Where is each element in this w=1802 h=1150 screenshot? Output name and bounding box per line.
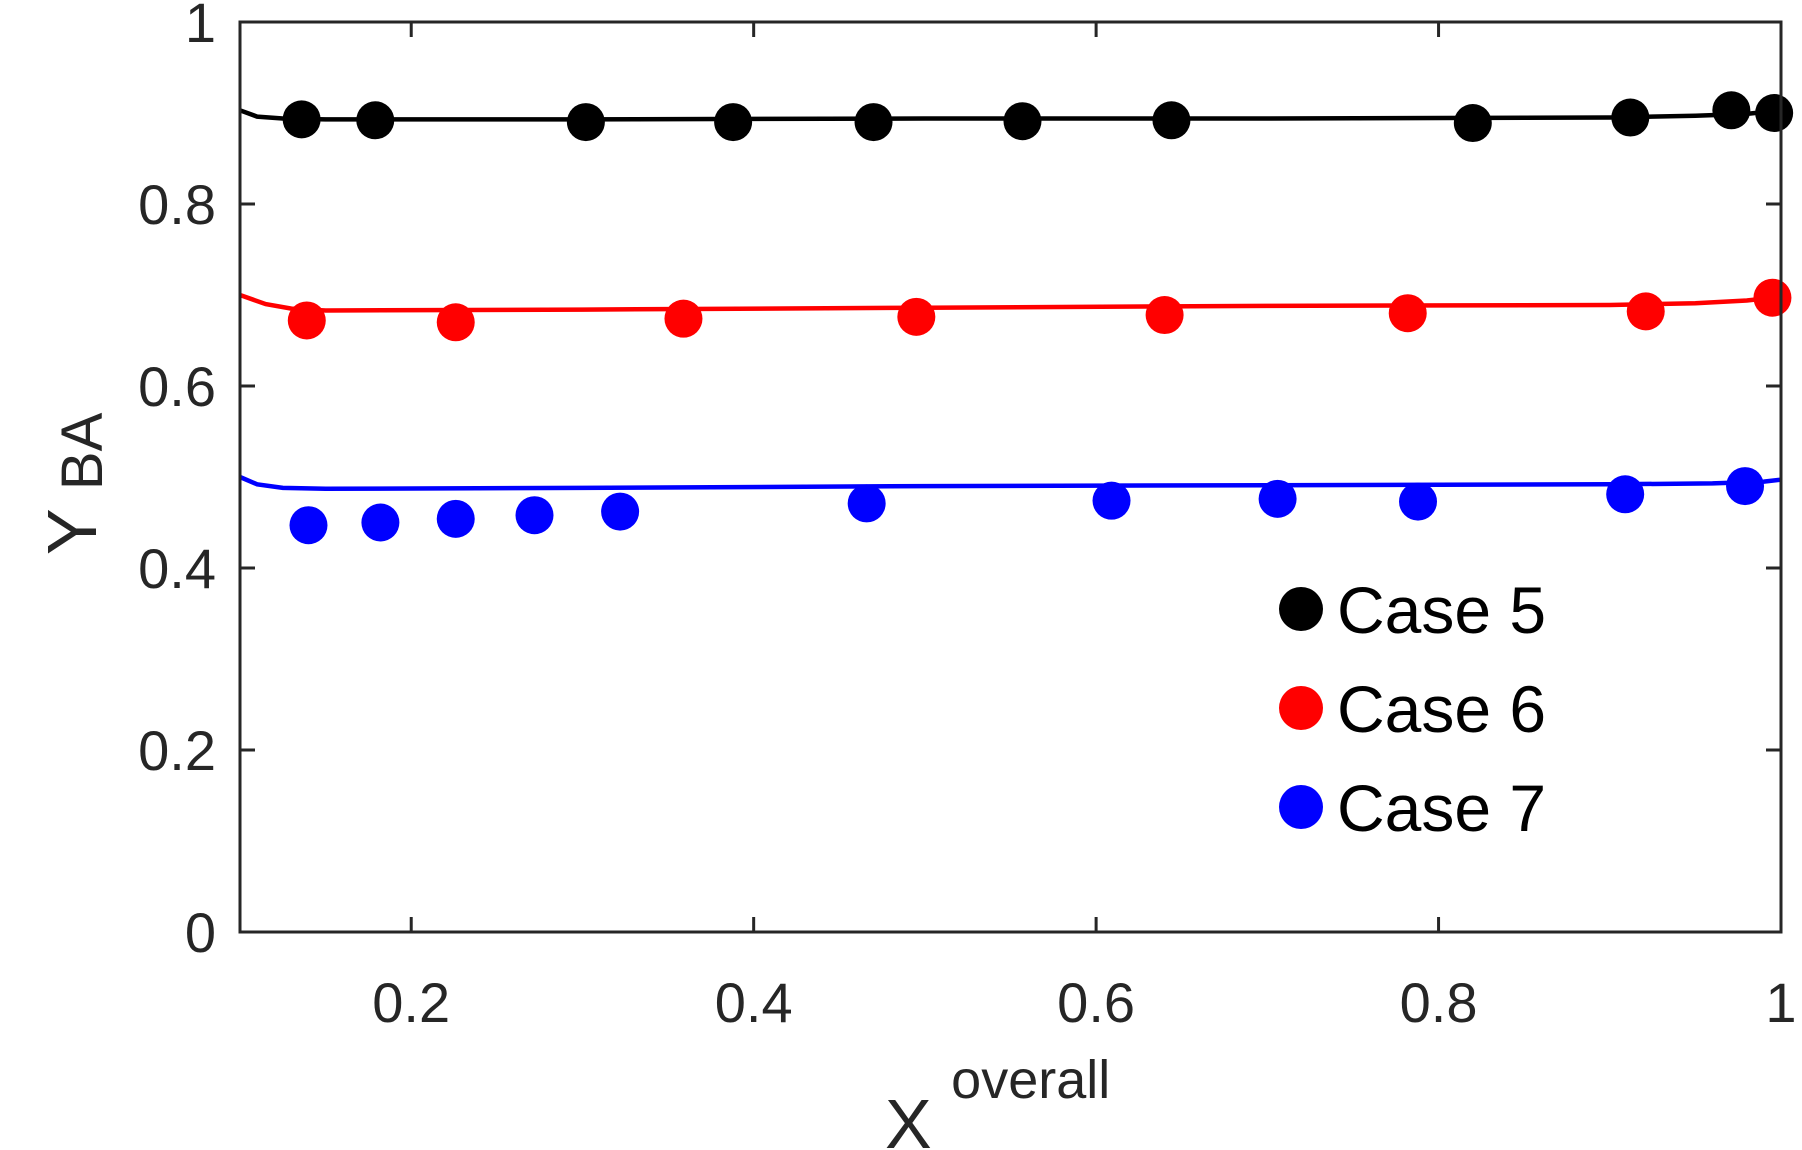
- x-axis-title-superscript: overall: [951, 1050, 1110, 1110]
- data-point-case-5: [1152, 101, 1191, 140]
- data-point-case-6: [1753, 278, 1792, 317]
- data-point-case-6: [1145, 296, 1184, 335]
- data-point-case-7: [1606, 475, 1645, 514]
- data-point-case-7: [436, 499, 475, 538]
- data-point-case-7: [1258, 479, 1297, 518]
- data-point-case-6: [897, 297, 936, 336]
- data-point-case-7: [361, 503, 400, 542]
- legend-marker-case-6: [1279, 686, 1323, 730]
- legend-marker-case-5: [1279, 587, 1323, 631]
- data-point-case-6: [436, 303, 475, 342]
- data-point-case-5: [1453, 104, 1492, 143]
- data-point-case-7: [1399, 482, 1438, 521]
- legend-label-case-5: Case 5: [1337, 573, 1546, 647]
- x-axis-title-base: X: [885, 1085, 932, 1150]
- y-axis-title: Y BA: [33, 412, 115, 555]
- x-tick-label: 0.4: [715, 971, 793, 1034]
- data-point-case-7: [1092, 481, 1131, 520]
- legend-label-case-7: Case 7: [1337, 771, 1546, 845]
- data-point-case-6: [287, 301, 326, 340]
- data-point-case-5: [566, 103, 605, 142]
- data-point-case-6: [664, 299, 703, 338]
- x-axis-ticks: 0.2 0.4 0.6 0.8 1: [372, 22, 1797, 1034]
- x-axis-title: X overall: [885, 1050, 1110, 1150]
- y-tick-label: 0.8: [138, 173, 216, 236]
- y-axis-ticks: 0 0.2 0.4 0.6 0.8 1: [138, 0, 1781, 964]
- y-tick-label: 0.2: [138, 719, 216, 782]
- data-point-case-6: [1626, 292, 1665, 331]
- data-point-case-7: [1726, 467, 1765, 506]
- data-points: [282, 91, 1794, 545]
- x-tick-label: 1: [1765, 971, 1796, 1034]
- y-tick-label: 0: [185, 901, 216, 964]
- data-point-case-7: [515, 496, 554, 535]
- y-tick-label: 0.4: [138, 537, 216, 600]
- legend: Case 5 Case 6 Case 7: [1279, 573, 1546, 845]
- plot-frame: [238, 20, 1783, 934]
- data-point-case-7: [289, 506, 328, 545]
- data-point-case-7: [847, 484, 886, 523]
- data-point-case-5: [1755, 94, 1794, 132]
- data-point-case-7: [601, 492, 640, 531]
- x-tick-label: 0.2: [372, 971, 450, 1034]
- y-tick-label: 0.6: [138, 355, 216, 418]
- data-point-case-5: [1611, 98, 1650, 137]
- x-tick-label: 0.6: [1057, 971, 1135, 1034]
- data-point-case-5: [854, 103, 893, 142]
- y-axis-title-subscript: BA: [50, 412, 115, 490]
- data-point-case-5: [356, 101, 395, 140]
- legend-marker-case-7: [1279, 785, 1323, 829]
- y-axis-title-base: Y: [33, 509, 111, 555]
- data-point-case-5: [714, 103, 753, 142]
- data-point-case-5: [1712, 91, 1751, 130]
- fit-line-case-5: [239, 108, 1782, 122]
- y-tick-label: 1: [185, 0, 216, 54]
- data-point-case-5: [282, 100, 321, 139]
- data-point-case-5: [1003, 102, 1042, 141]
- x-tick-label: 0.8: [1400, 971, 1478, 1034]
- data-point-case-6: [1388, 294, 1427, 333]
- legend-label-case-6: Case 6: [1337, 672, 1546, 746]
